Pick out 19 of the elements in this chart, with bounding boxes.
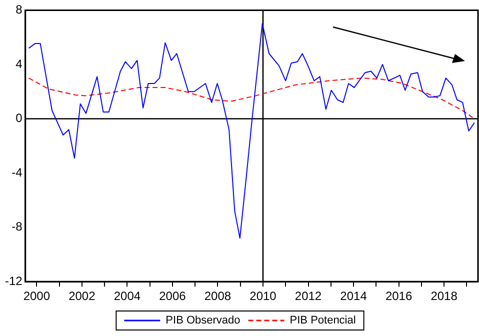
y-tick-label: 0: [16, 111, 23, 126]
x-tick-label: 2000: [23, 289, 50, 304]
x-tick-label: 2018: [430, 289, 458, 304]
y-tick-label: 8: [16, 2, 23, 17]
x-tick-label: 2006: [159, 289, 186, 304]
x-tick-label: 2014: [340, 289, 368, 304]
legend-label: PIB Potencial: [290, 314, 356, 327]
x-tick-label: 2016: [385, 289, 412, 304]
line-series: [28, 78, 474, 118]
y-tick-label: -12: [5, 274, 23, 288]
x-tick-label: 2002: [68, 289, 96, 304]
x-tick-label: 2004: [114, 289, 141, 304]
x-tick-label: 2010: [250, 289, 277, 304]
x-tick-label: 2012: [294, 289, 322, 304]
y-tick-label: 4: [16, 56, 23, 71]
x-tick-label: 2008: [204, 289, 232, 304]
y-tick-label: -8: [12, 220, 23, 234]
legend-label: PIB Observado: [166, 314, 240, 327]
y-tick-label: -4: [12, 165, 23, 180]
